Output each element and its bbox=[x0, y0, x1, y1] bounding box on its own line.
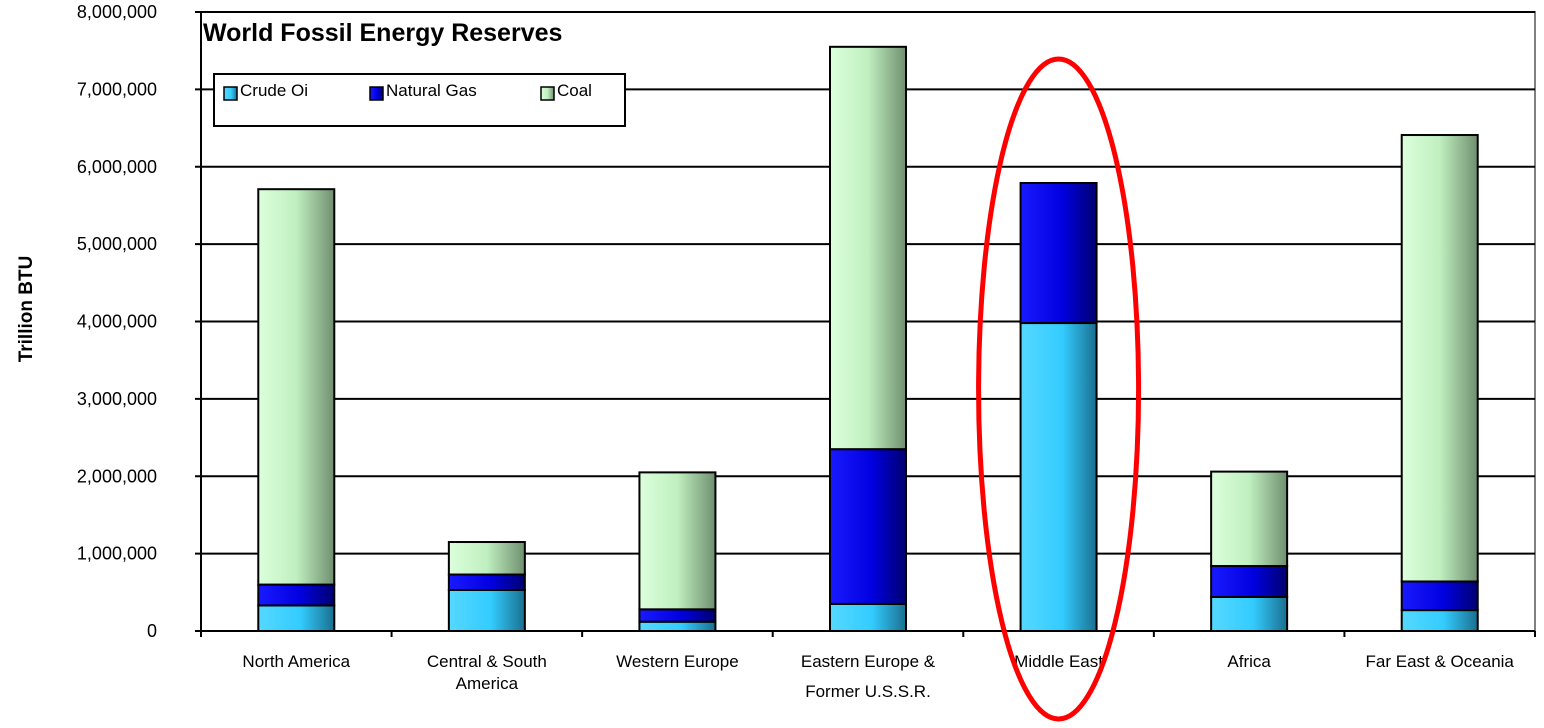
y-axis-label: Trillion BTU bbox=[16, 256, 37, 363]
y-tick-label: 7,000,000 bbox=[77, 79, 157, 99]
bar-segment bbox=[447, 541, 526, 576]
bar-segment bbox=[1400, 134, 1479, 583]
bar-segment bbox=[1400, 609, 1479, 633]
x-category-label: Far East & Oceania bbox=[1366, 652, 1515, 671]
highlight-annotation bbox=[976, 56, 1142, 722]
bar-segment bbox=[638, 471, 717, 611]
x-category-label: Western Europe bbox=[616, 652, 739, 671]
y-tick-labels: 0 1,000,000 2,000,000 3,000,000 4,000,000 5,0… bbox=[77, 2, 157, 641]
y-tick-label: 3,000,000 bbox=[77, 389, 157, 409]
bar-segment bbox=[638, 608, 717, 623]
x-category-labels: North America Central & South America Weste… bbox=[242, 652, 1514, 701]
y-tick-label: 5,000,000 bbox=[77, 234, 157, 254]
bar-segment bbox=[1019, 181, 1098, 325]
bar-segment bbox=[1210, 470, 1289, 568]
bar-segment bbox=[638, 620, 717, 633]
bar-stacks bbox=[257, 45, 1479, 633]
bar-segment bbox=[1019, 322, 1098, 632]
legend-label: Crude Oi bbox=[240, 81, 308, 100]
bar-segment bbox=[257, 604, 336, 632]
x-category-label: Eastern Europe & bbox=[801, 652, 936, 671]
legend-box bbox=[213, 73, 626, 127]
x-category-label: Central & South bbox=[427, 652, 547, 671]
legend-swatch bbox=[540, 86, 555, 101]
x-category-label: North America bbox=[242, 652, 350, 671]
x-category-label: Middle East bbox=[1014, 652, 1103, 671]
y-tick-label: 6,000,000 bbox=[77, 157, 157, 177]
x-category-label: America bbox=[456, 674, 519, 693]
bar-segment bbox=[257, 188, 336, 586]
highlight-ellipse bbox=[976, 56, 1142, 722]
bar-segment bbox=[1400, 580, 1479, 612]
legend-label: Coal bbox=[557, 81, 592, 100]
y-tick-label: 2,000,000 bbox=[77, 466, 157, 486]
bar-segment bbox=[829, 448, 907, 605]
bar-segment bbox=[447, 573, 526, 591]
y-tick-label: 4,000,000 bbox=[77, 312, 157, 332]
bar-segment bbox=[447, 588, 526, 633]
x-category-label: Former U.S.S.R. bbox=[805, 682, 931, 701]
y-tick-label: 1,000,000 bbox=[77, 544, 157, 564]
bar-segment bbox=[1210, 595, 1289, 633]
legend-label: Natural Gas bbox=[386, 81, 477, 100]
y-tick-label: 8,000,000 bbox=[77, 2, 157, 22]
chart-title: World Fossil Energy Reserves bbox=[203, 19, 562, 47]
axes bbox=[195, 11, 1536, 637]
legend-swatch bbox=[223, 86, 238, 101]
bar-segment bbox=[1210, 565, 1289, 598]
legend-swatch bbox=[369, 86, 384, 101]
bar-segment bbox=[829, 602, 907, 633]
y-tick-label: 0 bbox=[147, 621, 157, 641]
x-category-label: Africa bbox=[1227, 652, 1271, 671]
legend: Crude Oi Natural Gas Coal bbox=[213, 73, 626, 127]
bar-segment bbox=[829, 45, 907, 451]
bar-segment bbox=[257, 583, 336, 607]
